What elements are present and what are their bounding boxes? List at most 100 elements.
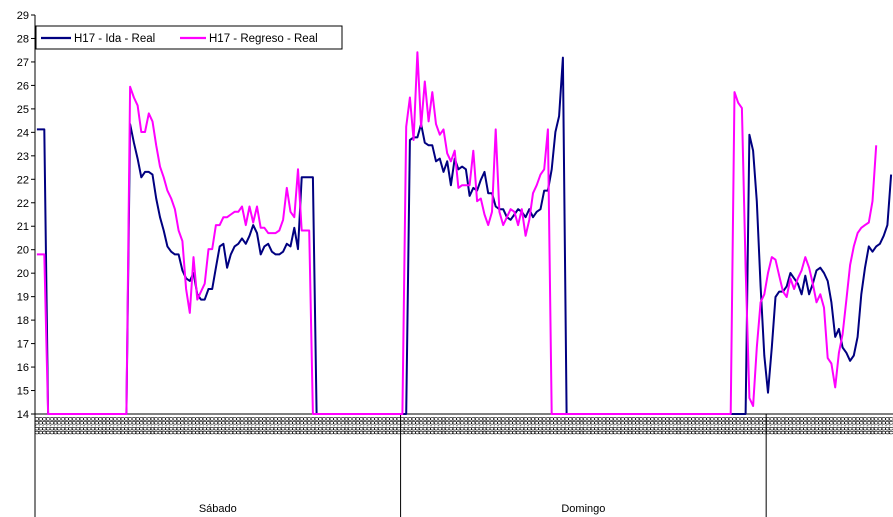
- y-tick-label: 23: [17, 151, 29, 163]
- x-tick-label: 00:00: [258, 417, 265, 435]
- x-tick-label: 00:00: [635, 417, 642, 435]
- x-tick-label: 00:00: [172, 417, 179, 435]
- x-tick-label: 00:00: [277, 417, 284, 435]
- x-tick-label: 00:00: [516, 417, 523, 435]
- x-tick-label: 00:00: [616, 417, 623, 435]
- x-tick-label: 00:00: [64, 417, 71, 435]
- x-tick-label: 00:00: [68, 417, 75, 435]
- x-tick-label: 00:00: [642, 417, 649, 435]
- x-tick-label: 00:00: [739, 417, 746, 435]
- x-tick-label: 00:00: [426, 417, 433, 435]
- x-tick-label: 00:00: [732, 417, 739, 435]
- x-tick-label: 00:00: [728, 417, 735, 435]
- x-tick-label: 00:00: [232, 417, 239, 435]
- x-tick-label: 00:00: [273, 417, 280, 435]
- x-tick-label: 00:00: [378, 417, 385, 435]
- x-tick-label: 00:00: [579, 417, 586, 435]
- x-tick-label: 00:00: [430, 417, 437, 435]
- x-tick-label: 00:00: [154, 417, 161, 435]
- x-tick-label: 00:00: [628, 417, 635, 435]
- x-tick-label: 00:00: [284, 417, 291, 435]
- x-tick-label: 00:00: [848, 417, 855, 435]
- x-tick-label: 00:00: [105, 417, 112, 435]
- x-tick-label: 00:00: [389, 417, 396, 435]
- x-tick-label: 00:00: [49, 417, 56, 435]
- x-tick-label: 00:00: [609, 417, 616, 435]
- x-tick-label: 00:00: [236, 417, 243, 435]
- x-tick-label: 00:00: [780, 417, 787, 435]
- x-tick-label: 00:00: [359, 417, 366, 435]
- x-tick-label: 00:00: [743, 417, 750, 435]
- x-tick-label: 00:00: [527, 417, 534, 435]
- x-tick-label: 00:00: [195, 417, 202, 435]
- x-tick-label: 00:00: [392, 417, 399, 435]
- x-tick-label: 00:00: [799, 417, 806, 435]
- x-tick-label: 00:00: [161, 417, 168, 435]
- x-tick-label: 00:00: [657, 417, 664, 435]
- x-tick-label: 00:00: [340, 417, 347, 435]
- x-tick-label: 00:00: [411, 417, 418, 435]
- x-tick-label: 00:00: [792, 417, 799, 435]
- x-tick-label: 00:00: [773, 417, 780, 435]
- x-tick-label: 00:00: [94, 417, 101, 435]
- x-tick-label: 00:00: [228, 417, 235, 435]
- x-tick-label: 00:00: [769, 417, 776, 435]
- series-lines: [36, 51, 893, 415]
- x-tick-label: 00:00: [79, 417, 86, 435]
- x-tick-label: 00:00: [191, 417, 198, 435]
- x-tick-label: 00:00: [758, 417, 765, 435]
- x-tick-label: 00:00: [135, 417, 142, 435]
- x-tick-label: 00:00: [53, 417, 60, 435]
- x-tick-label: 00:00: [855, 417, 862, 435]
- y-tick-label: 25: [17, 104, 29, 116]
- x-tick-label: 00:00: [460, 417, 467, 435]
- x-tick-label: 00:00: [620, 417, 627, 435]
- x-tick-label: 00:00: [788, 417, 795, 435]
- x-tick-label: 00:00: [42, 417, 49, 435]
- x-tick-label: 00:00: [187, 417, 194, 435]
- x-tick-label: 00:00: [448, 417, 455, 435]
- x-tick-label: 00:00: [594, 417, 601, 435]
- x-tick-label: 00:00: [128, 417, 135, 435]
- y-tick-label: 17: [17, 339, 29, 351]
- x-tick-label: 00:00: [572, 417, 579, 435]
- x-tick-label: 00:00: [471, 417, 478, 435]
- x-tick-label: 00:00: [109, 417, 116, 435]
- x-tick-label: 00:00: [213, 417, 220, 435]
- x-tick-label: 00:00: [825, 417, 832, 435]
- x-tick-label: 00:00: [889, 417, 893, 435]
- x-tick-label: 00:00: [583, 417, 590, 435]
- x-tick-label: 00:00: [355, 417, 362, 435]
- x-tick-label: 00:00: [314, 417, 321, 435]
- x-tick-label: 00:00: [683, 417, 690, 435]
- x-tick-label: 00:00: [631, 417, 638, 435]
- x-tick-label: 00:00: [165, 417, 172, 435]
- x-tick-label: 00:00: [676, 417, 683, 435]
- x-tick-label: 00:00: [329, 417, 336, 435]
- x-tick-label: 00:00: [613, 417, 620, 435]
- x-tick-label: 00:00: [437, 417, 444, 435]
- x-tick-label: 00:00: [885, 417, 892, 435]
- x-tick-label: 00:00: [407, 417, 414, 435]
- x-tick-label: 00:00: [344, 417, 351, 435]
- x-tick-label: 00:00: [184, 417, 191, 435]
- x-tick-label: 00:00: [710, 417, 717, 435]
- x-tick-label: 00:00: [508, 417, 515, 435]
- x-tick-label: 00:00: [422, 417, 429, 435]
- x-tick-label: 00:00: [307, 417, 314, 435]
- x-tick-label: 00:00: [333, 417, 340, 435]
- legend-label-ida: H17 - Ida - Real: [74, 33, 155, 45]
- x-tick-label: 00:00: [545, 417, 552, 435]
- x-tick-label: 00:00: [318, 417, 325, 435]
- x-tick-label: 00:00: [586, 417, 593, 435]
- x-tick-label: 00:00: [877, 417, 884, 435]
- x-tick-label: 00:00: [534, 417, 541, 435]
- x-tick-label: 00:00: [874, 417, 881, 435]
- y-tick-label: 28: [17, 33, 29, 45]
- x-tick-label: 00:00: [72, 417, 79, 435]
- x-tick-label: 00:00: [463, 417, 470, 435]
- x-tick-label: 00:00: [766, 417, 773, 435]
- x-tick-label: 00:00: [542, 417, 549, 435]
- x-tick-label: 00:00: [456, 417, 463, 435]
- x-tick-label: 00:00: [381, 417, 388, 435]
